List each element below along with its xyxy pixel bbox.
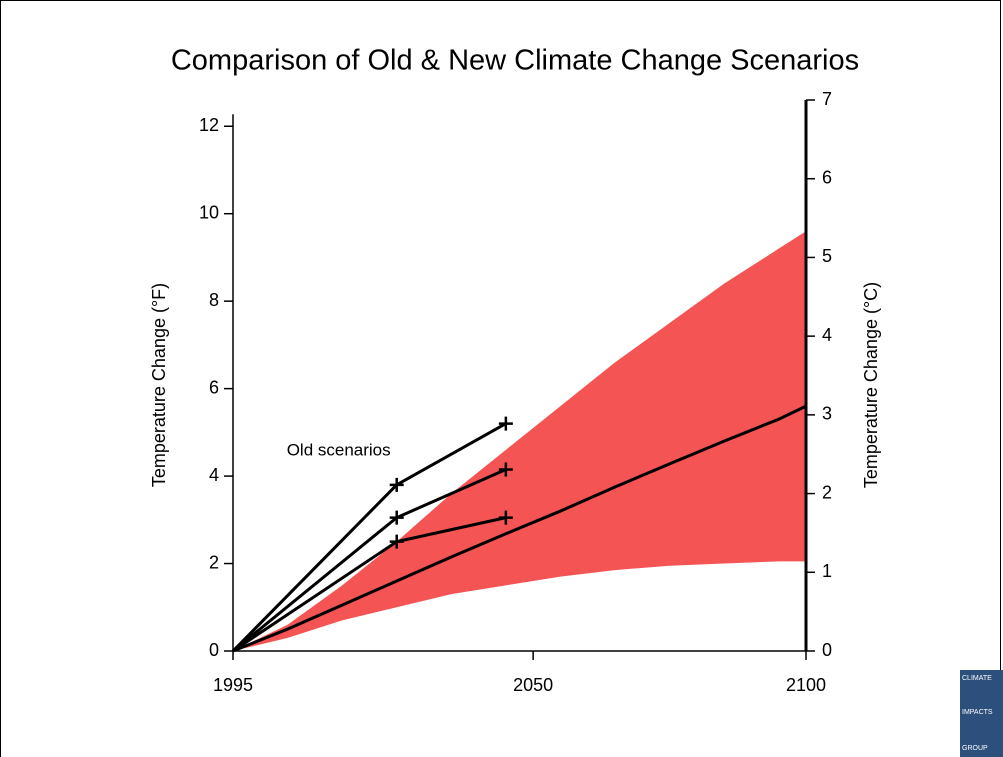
y-tick-label: 0 (209, 640, 219, 660)
y-axis-label: Temperature Change (°F) (149, 283, 169, 487)
x-tick-label: 1995 (213, 675, 253, 695)
y2-tick-label: 0 (822, 640, 832, 660)
logo-text: CLIMATE (962, 675, 992, 682)
logo-box (960, 670, 1003, 757)
y-tick-label: 12 (199, 115, 219, 135)
y-tick-label: 8 (209, 290, 219, 310)
logo: CLIMATE IMPACTS GROUP (960, 670, 1003, 757)
y-tick-label: 6 (209, 377, 219, 397)
logo-text: IMPACTS (962, 709, 993, 716)
old-scenario-marker (498, 416, 513, 431)
x-tick-label: 2100 (786, 675, 826, 695)
y-tick-label: 10 (199, 202, 219, 222)
chart-title: Comparison of Old & New Climate Change S… (171, 45, 859, 77)
y2-tick-label: 5 (822, 246, 832, 266)
y-tick-label: 2 (209, 552, 219, 572)
y2-tick-label: 3 (822, 404, 832, 424)
annotation: Old scenarios (287, 440, 391, 459)
y2-tick-label: 4 (822, 325, 832, 345)
y2-tick-label: 7 (822, 89, 832, 109)
y-tick-label: 4 (209, 465, 219, 485)
y2-axis-label: Temperature Change (°C) (861, 282, 881, 488)
range-band (233, 231, 806, 651)
y2-tick-label: 6 (822, 167, 832, 187)
y2-tick-label: 1 (822, 561, 832, 581)
y2-tick-label: 2 (822, 482, 832, 502)
old-scenario-marker (498, 510, 513, 525)
old-scenario-marker (389, 510, 404, 525)
old-scenario-marker (498, 462, 513, 477)
x-tick-label: 2050 (513, 675, 553, 695)
logo-text: GROUP (962, 745, 988, 752)
old-scenario-marker (389, 534, 404, 549)
series-line (232, 404, 807, 653)
old-scenario-marker (389, 477, 404, 492)
